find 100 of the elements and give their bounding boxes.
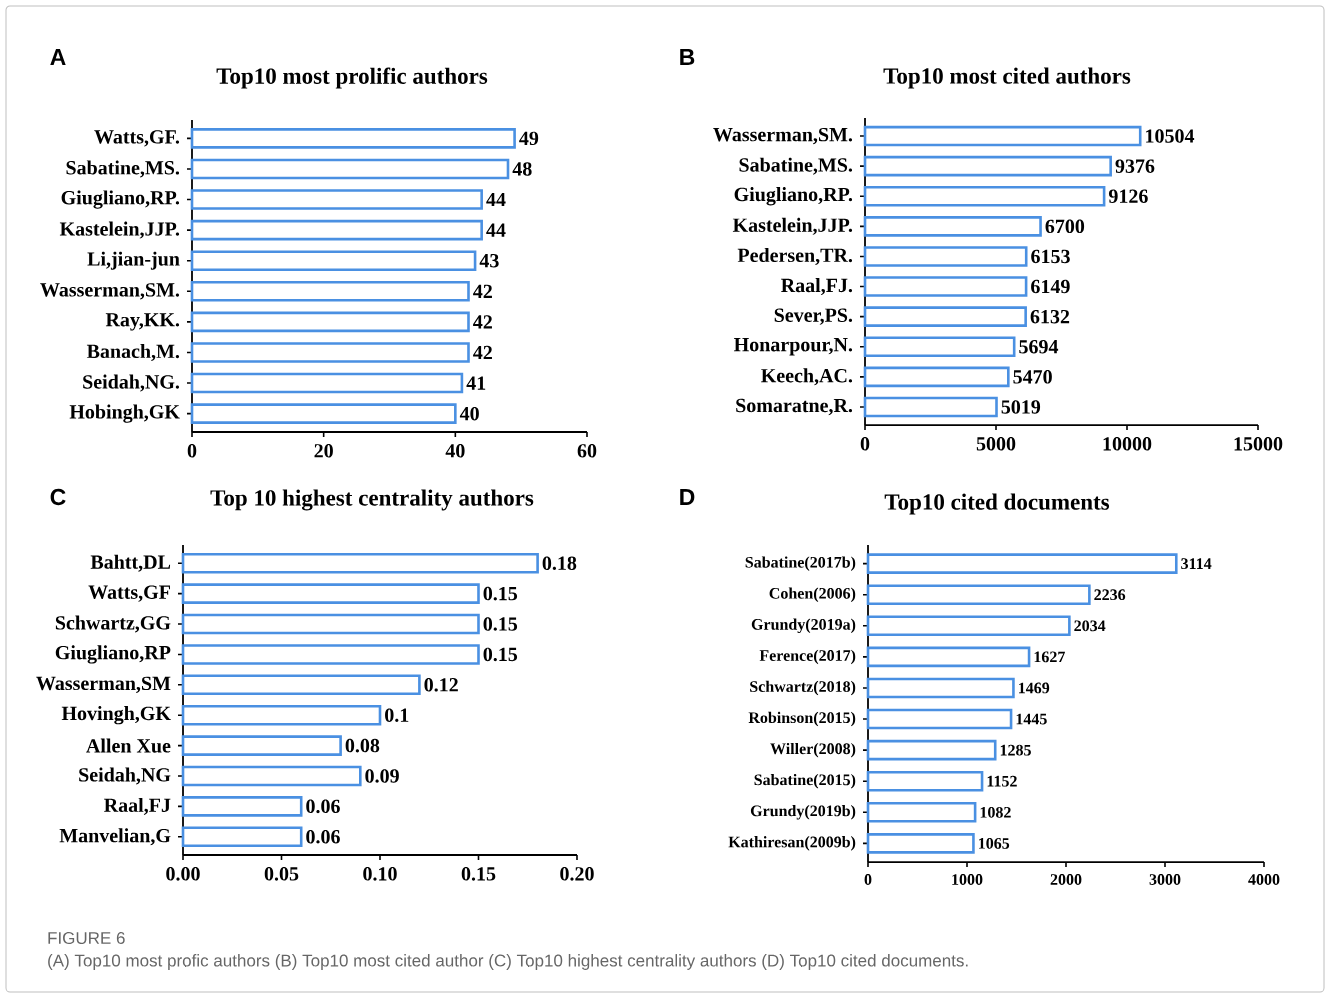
y-tick-label: Kastelein,JJP. — [732, 217, 853, 235]
bar — [863, 276, 1028, 297]
data-label: 6132 — [1030, 309, 1070, 324]
bar — [190, 372, 464, 394]
y-tick-label: Sabatine,MS. — [66, 160, 180, 178]
data-label: 1065 — [979, 837, 1010, 849]
x-tick-label: 15000 — [1234, 437, 1283, 451]
data-label: 5470 — [1013, 370, 1052, 384]
y-tick-label: Kastelein,JJP. — [59, 221, 180, 239]
x-tick-label: 0 — [187, 444, 197, 458]
data-label: 42 — [473, 284, 492, 298]
data-label: 0.15 — [483, 647, 518, 662]
bar — [866, 584, 1091, 606]
chart-title: Top10 most prolific authors — [216, 67, 488, 89]
bar — [863, 155, 1112, 177]
bar — [863, 336, 1016, 358]
data-label: 6153 — [1031, 249, 1070, 264]
bar — [190, 158, 510, 180]
y-tick-label: Raal,FJ. — [781, 278, 853, 296]
data-label: 1152 — [987, 775, 1017, 787]
data-label: 10504 — [1146, 129, 1195, 143]
bar — [181, 826, 303, 848]
bar — [866, 833, 975, 854]
data-label: 1445 — [1016, 713, 1047, 725]
data-label: 42 — [473, 345, 492, 360]
y-tick-label: Grundy(2019b) — [750, 805, 856, 820]
y-tick-label: Ray,KK. — [105, 313, 180, 331]
bar — [863, 396, 998, 418]
data-label: 1285 — [1000, 744, 1031, 756]
data-label: 42 — [473, 315, 492, 329]
x-tick-label: 5000 — [976, 437, 1016, 451]
bar — [181, 674, 421, 696]
data-label: 0.09 — [365, 769, 399, 783]
data-label: 2236 — [1094, 589, 1126, 601]
x-tick-label: 0.20 — [560, 867, 594, 881]
y-tick-label: Bahtt,DL — [90, 554, 171, 572]
bar — [190, 311, 470, 333]
data-label: 0.15 — [483, 586, 518, 601]
data-label: 1627 — [1034, 651, 1065, 663]
y-tick-label: Watts,GF — [88, 585, 170, 602]
x-tick-label: 0.05 — [264, 867, 299, 881]
bar — [190, 281, 470, 302]
y-tick-label: Sabatine(2017b) — [745, 556, 856, 571]
bar — [863, 185, 1106, 207]
bar — [863, 306, 1027, 327]
x-tick-label: 4000 — [1248, 874, 1280, 885]
text: B — [680, 49, 695, 65]
y-tick-label: Hovingh,GK — [61, 706, 171, 725]
data-label: 6149 — [1031, 279, 1070, 294]
data-label: 1469 — [1019, 682, 1050, 694]
data-label: 1082 — [980, 806, 1011, 818]
bar — [863, 216, 1042, 237]
text: C — [50, 488, 66, 506]
data-label: 9376 — [1115, 159, 1155, 173]
bar — [866, 646, 1031, 668]
x-tick-label: 60 — [577, 444, 597, 458]
y-tick-label: Schwartz,GG — [55, 615, 171, 633]
y-tick-label: Willer(2008) — [770, 742, 856, 758]
text: (A) Top10 most profic authors (B) Top10 most cited author (C) Top10 highest centrality authors (D) Top10 cited documents. — [48, 954, 968, 970]
y-tick-label: Schwartz(2018) — [750, 680, 856, 696]
bar — [190, 342, 470, 363]
bar — [863, 246, 1028, 267]
data-label: 41 — [466, 376, 486, 390]
data-label: 40 — [459, 406, 479, 421]
bar — [190, 250, 477, 272]
data-label: 5019 — [1001, 400, 1041, 414]
bar — [190, 403, 457, 424]
y-tick-label: Sever,PS. — [774, 308, 853, 325]
y-tick-label: Allen Xue — [86, 738, 171, 753]
y-tick-label: Sabatine(2015) — [754, 773, 856, 789]
bar — [863, 125, 1142, 147]
bar — [190, 219, 483, 241]
data-label: 0.08 — [345, 738, 380, 753]
bar — [181, 704, 382, 726]
y-tick-label: Robinson(2015) — [748, 711, 856, 727]
y-tick-label: Giugliano,RP. — [61, 190, 180, 209]
chart-title: Top10 most cited authors — [883, 67, 1131, 89]
y-tick-label: Honarpour,N. — [733, 338, 853, 356]
x-tick-label: 10000 — [1103, 437, 1152, 451]
y-tick-label: Wasserman,SM. — [713, 127, 853, 145]
x-tick-label: 0 — [864, 874, 872, 885]
bar — [866, 739, 997, 761]
data-label: 0.15 — [483, 617, 518, 631]
data-label: 0.06 — [306, 829, 340, 844]
chart-title: Top 10 highest centrality authors — [210, 489, 534, 511]
x-tick-label: 0.15 — [461, 867, 496, 881]
y-tick-label: Hobingh,GK — [69, 404, 180, 423]
x-tick-label: 1000 — [952, 874, 983, 885]
bar — [866, 553, 1178, 574]
y-tick-label: Watts,GF. — [94, 130, 180, 147]
y-tick-label: Ference(2017) — [759, 649, 856, 665]
data-label: 0.18 — [542, 556, 577, 571]
y-tick-label: Giugliano,RP — [55, 645, 171, 664]
y-tick-label: Sabatine,MS. — [739, 157, 853, 175]
y-tick-label: Keech,AC. — [761, 368, 853, 386]
bar — [181, 765, 362, 787]
data-label: 3114 — [1181, 558, 1212, 570]
data-label: 43 — [479, 254, 499, 268]
y-tick-label: Seidah,NG — [79, 767, 171, 785]
y-tick-label: Raal,FJ — [104, 797, 171, 815]
